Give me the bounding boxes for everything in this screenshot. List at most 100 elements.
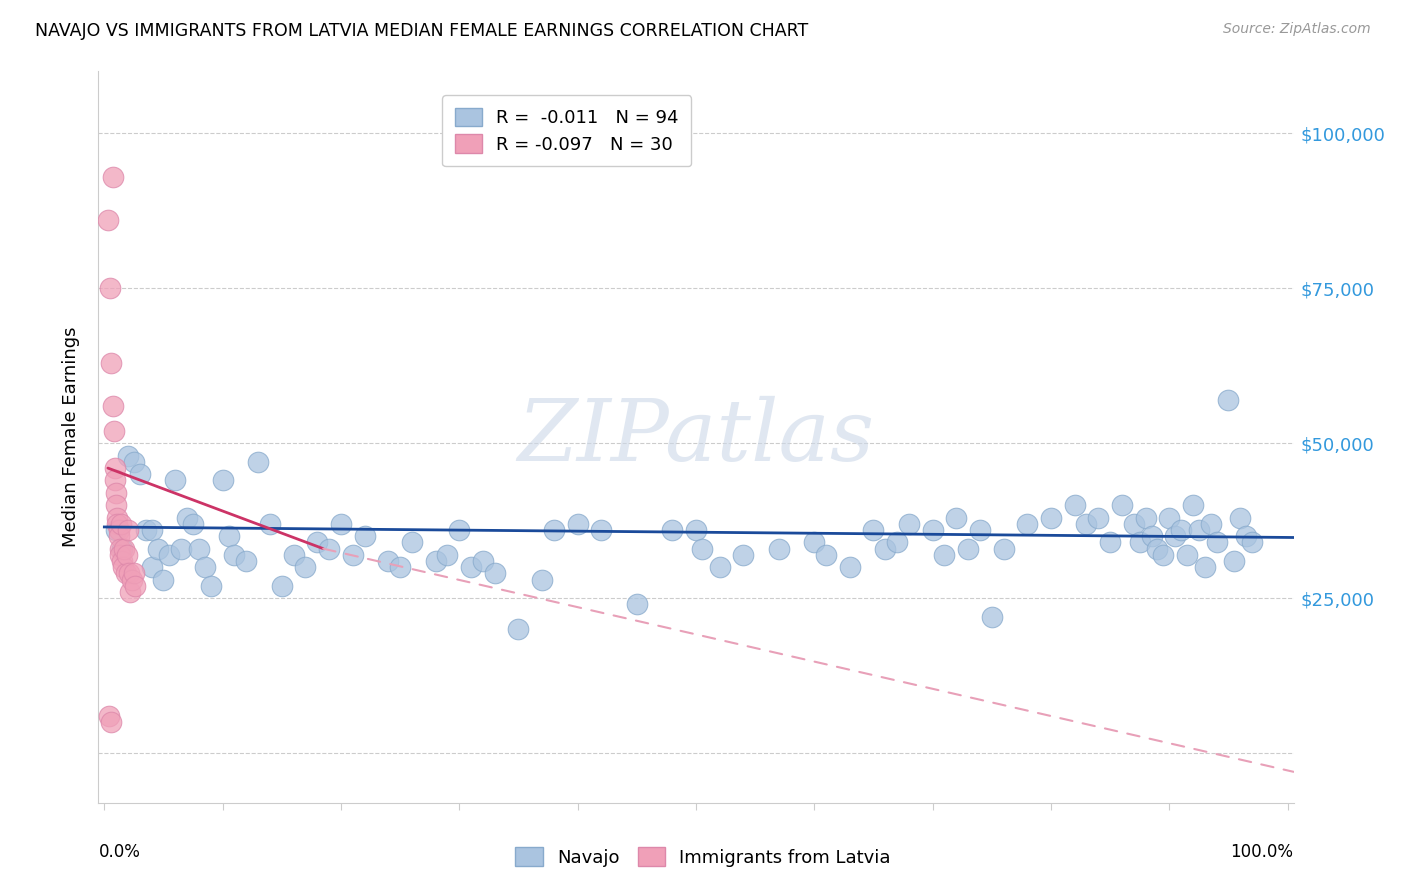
Point (957, 541, 980, 556)
Point (181, 516, 204, 531)
Point (108, 541, 131, 556)
Point (121, 573, 143, 587)
Point (993, 541, 1015, 556)
Point (815, 548, 838, 562)
Point (101, 399, 124, 413)
Point (1140, 529, 1163, 543)
Point (170, 541, 193, 556)
Point (107, 523, 129, 537)
Point (733, 548, 755, 562)
Point (152, 573, 174, 587)
Point (111, 541, 134, 556)
Point (460, 560, 482, 574)
Point (897, 516, 920, 531)
Point (120, 585, 142, 599)
Point (141, 523, 163, 537)
Point (188, 541, 211, 556)
Point (124, 579, 146, 593)
Point (1039, 510, 1062, 524)
Point (105, 516, 128, 531)
Point (969, 523, 991, 537)
Point (270, 579, 292, 593)
Point (1076, 516, 1098, 531)
Point (247, 455, 270, 469)
Point (114, 541, 136, 556)
Point (105, 523, 128, 537)
Point (508, 622, 530, 636)
Point (165, 474, 187, 488)
Point (100, 356, 122, 370)
Point (531, 573, 554, 587)
Point (626, 598, 648, 612)
Point (690, 541, 713, 556)
Point (235, 554, 257, 568)
Text: NAVAJO VS IMMIGRANTS FROM LATVIA MEDIAN FEMALE EARNINGS CORRELATION CHART: NAVAJO VS IMMIGRANTS FROM LATVIA MEDIAN … (35, 22, 808, 40)
Point (401, 535, 423, 549)
Point (1181, 498, 1204, 512)
Point (472, 554, 495, 568)
Point (567, 516, 589, 531)
Point (307, 535, 329, 549)
Text: 100.0%: 100.0% (1230, 843, 1294, 861)
Point (259, 516, 281, 531)
Point (118, 566, 141, 581)
Point (591, 523, 613, 537)
Point (157, 548, 180, 562)
Point (1194, 560, 1216, 574)
Point (224, 548, 246, 562)
Point (1129, 535, 1152, 549)
Point (1170, 523, 1192, 537)
Point (425, 554, 447, 568)
Point (108, 548, 131, 562)
Point (103, 424, 125, 438)
Point (1099, 535, 1122, 549)
Point (146, 541, 169, 556)
Point (1063, 498, 1085, 512)
Point (211, 474, 233, 488)
Point (1234, 529, 1257, 543)
Point (194, 560, 217, 574)
Point (114, 566, 136, 581)
Point (110, 516, 132, 531)
Point (218, 529, 240, 543)
Point (862, 523, 884, 537)
Point (1229, 510, 1251, 524)
Point (1241, 535, 1264, 549)
Legend: Navajo, Immigrants from Latvia: Navajo, Immigrants from Latvia (508, 840, 898, 874)
Point (128, 467, 150, 482)
Point (436, 548, 458, 562)
Point (1223, 554, 1246, 568)
Point (101, 169, 124, 184)
Text: 0.0%: 0.0% (98, 843, 141, 861)
Point (97, 213, 120, 227)
Point (200, 579, 222, 593)
Point (112, 560, 135, 574)
Point (449, 523, 471, 537)
Point (115, 548, 138, 562)
Point (107, 529, 129, 543)
Point (1199, 516, 1222, 531)
Point (1164, 529, 1187, 543)
Point (1152, 548, 1174, 562)
Point (875, 541, 897, 556)
Point (122, 455, 145, 469)
Point (117, 449, 139, 463)
Point (283, 548, 305, 562)
Point (104, 474, 127, 488)
Point (886, 535, 908, 549)
Point (294, 560, 316, 574)
Point (98, 281, 121, 295)
Point (318, 541, 340, 556)
Point (543, 523, 565, 537)
Point (934, 548, 956, 562)
Text: Source: ZipAtlas.com: Source: ZipAtlas.com (1223, 22, 1371, 37)
Point (105, 486, 128, 500)
Point (105, 510, 128, 524)
Point (685, 523, 707, 537)
Point (111, 554, 134, 568)
Point (484, 566, 506, 581)
Point (1017, 516, 1039, 531)
Point (1218, 392, 1240, 407)
Point (838, 560, 860, 574)
Point (104, 461, 127, 475)
